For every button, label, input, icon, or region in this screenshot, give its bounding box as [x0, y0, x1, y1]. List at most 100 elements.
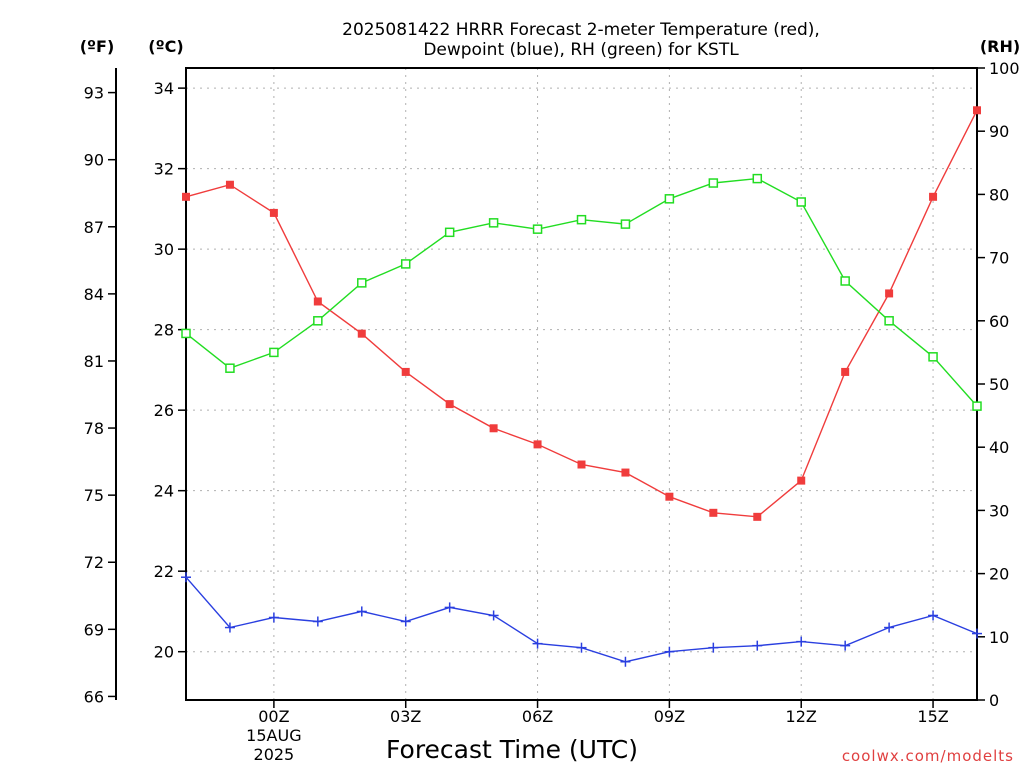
- data-point: [444, 602, 455, 613]
- series-temperature: [182, 106, 981, 521]
- rh-tick-label: 30: [989, 501, 1009, 520]
- data-point: [752, 640, 763, 651]
- credit-label: coolwx.com/modelts: [842, 747, 1014, 765]
- data-point: [444, 227, 455, 238]
- celsius-unit-label: (ºC): [148, 37, 183, 56]
- data-point: [181, 328, 191, 339]
- rh-tick-label: 90: [989, 122, 1009, 141]
- data-point: [489, 424, 498, 433]
- rh-tick-label: 60: [989, 312, 1009, 331]
- fahrenheit-unit-label: (ºF): [80, 37, 115, 56]
- data-point: [400, 259, 411, 269]
- rh-unit-label: (RH): [980, 37, 1020, 56]
- plot-frame: [185, 67, 978, 701]
- fahrenheit-tick-label: 87: [84, 218, 104, 237]
- chart-title-line-2: Dewpoint (blue), RH (green) for KSTL: [423, 40, 739, 60]
- fahrenheit-tick-label: 84: [84, 285, 104, 304]
- data-point: [445, 400, 454, 409]
- axes: 20 22 24 26 28 30 32 34 66 69 72 75 78 81 84 87 90 93 0 10 2…: [84, 59, 1020, 764]
- x-axis-label: Forecast Time (UTC): [386, 735, 638, 764]
- data-point: [577, 460, 586, 469]
- data-point: [268, 612, 279, 623]
- data-point: [401, 367, 410, 376]
- rh-tick-label: 20: [989, 565, 1009, 584]
- fahrenheit-tick-label: 75: [84, 486, 104, 505]
- data-point: [928, 352, 938, 362]
- data-point: [972, 628, 982, 639]
- fahrenheit-tick-label: 69: [84, 620, 104, 639]
- data-point: [356, 606, 367, 617]
- rh-tick-label: 100: [989, 59, 1020, 78]
- data-point: [665, 492, 674, 501]
- data-point: [357, 329, 366, 338]
- data-point: [709, 508, 718, 517]
- fahrenheit-tick-label: 81: [84, 352, 104, 371]
- data-point: [620, 219, 631, 229]
- celsius-tick-label: 22: [154, 562, 174, 581]
- data-point: [576, 642, 587, 653]
- celsius-tick-label: 26: [154, 401, 174, 420]
- celsius-tick-label: 30: [154, 240, 174, 259]
- data-point: [752, 173, 763, 184]
- celsius-tick-label: 28: [154, 321, 174, 340]
- data-point: [357, 278, 367, 288]
- data-point: [400, 616, 411, 627]
- x-tick-label: 15Z: [917, 707, 948, 726]
- fahrenheit-tick-label: 72: [84, 553, 104, 572]
- celsius-tick-label: 20: [154, 643, 174, 662]
- rh-tick-label: 0: [989, 691, 999, 710]
- data-point: [225, 180, 234, 189]
- data-point: [576, 214, 587, 225]
- data-point: [181, 572, 191, 583]
- x-tick-label: 09Z: [654, 707, 685, 726]
- x-tick-year: 2025: [254, 745, 295, 764]
- data-point: [488, 610, 499, 621]
- data-point: [796, 636, 807, 647]
- data-point: [973, 106, 981, 115]
- rh-tick-label: 70: [989, 249, 1009, 268]
- data-point: [269, 347, 279, 358]
- celsius-tick-label: 34: [154, 79, 174, 98]
- data-point: [840, 276, 850, 286]
- data-point: [797, 476, 806, 485]
- data-point: [225, 363, 235, 373]
- x-tick-label: 06Z: [522, 707, 553, 726]
- x-tick-label: 00Z: [258, 707, 289, 726]
- rh-tick-label: 40: [989, 438, 1009, 457]
- data-point: [841, 367, 850, 376]
- series-dewpoint: [181, 572, 982, 667]
- series-line: [185, 177, 978, 407]
- rh-tick-label: 50: [989, 375, 1009, 394]
- data-point: [928, 610, 939, 621]
- data-point: [532, 224, 543, 234]
- x-tick-label: 12Z: [786, 707, 817, 726]
- data-point: [488, 218, 499, 228]
- data-point: [620, 656, 631, 667]
- data-point: [753, 512, 762, 521]
- data-point: [224, 622, 235, 633]
- data-point: [621, 468, 630, 477]
- data-point: [312, 616, 323, 627]
- data-point: [884, 622, 895, 633]
- rh-tick-label: 80: [989, 185, 1009, 204]
- fahrenheit-tick-label: 66: [84, 687, 104, 706]
- data-point: [533, 440, 542, 449]
- data-point: [182, 192, 190, 201]
- data-point: [929, 192, 938, 201]
- data-point: [796, 197, 806, 207]
- data-point: [884, 316, 894, 326]
- data-point: [708, 642, 719, 653]
- fahrenheit-tick-label: 90: [84, 151, 104, 170]
- fahrenheit-tick-label: 93: [84, 84, 104, 103]
- data-point: [708, 178, 719, 188]
- x-tick-date: 15AUG: [246, 726, 301, 745]
- data-point: [840, 640, 851, 651]
- celsius-tick-label: 24: [154, 482, 174, 501]
- series-layer: [181, 106, 982, 667]
- series-line: [185, 109, 978, 518]
- data-point: [885, 289, 894, 298]
- fahrenheit-tick-label: 78: [84, 419, 104, 438]
- data-point: [972, 401, 982, 411]
- series-rh: [181, 173, 982, 411]
